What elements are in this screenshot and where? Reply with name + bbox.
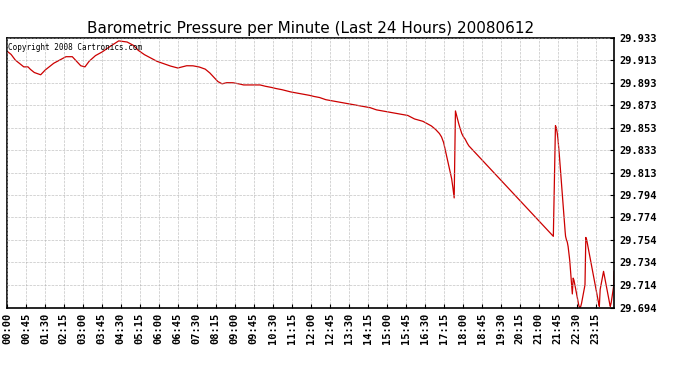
Text: Copyright 2008 Cartronics.com: Copyright 2008 Cartronics.com: [8, 43, 142, 52]
Title: Barometric Pressure per Minute (Last 24 Hours) 20080612: Barometric Pressure per Minute (Last 24 …: [87, 21, 534, 36]
